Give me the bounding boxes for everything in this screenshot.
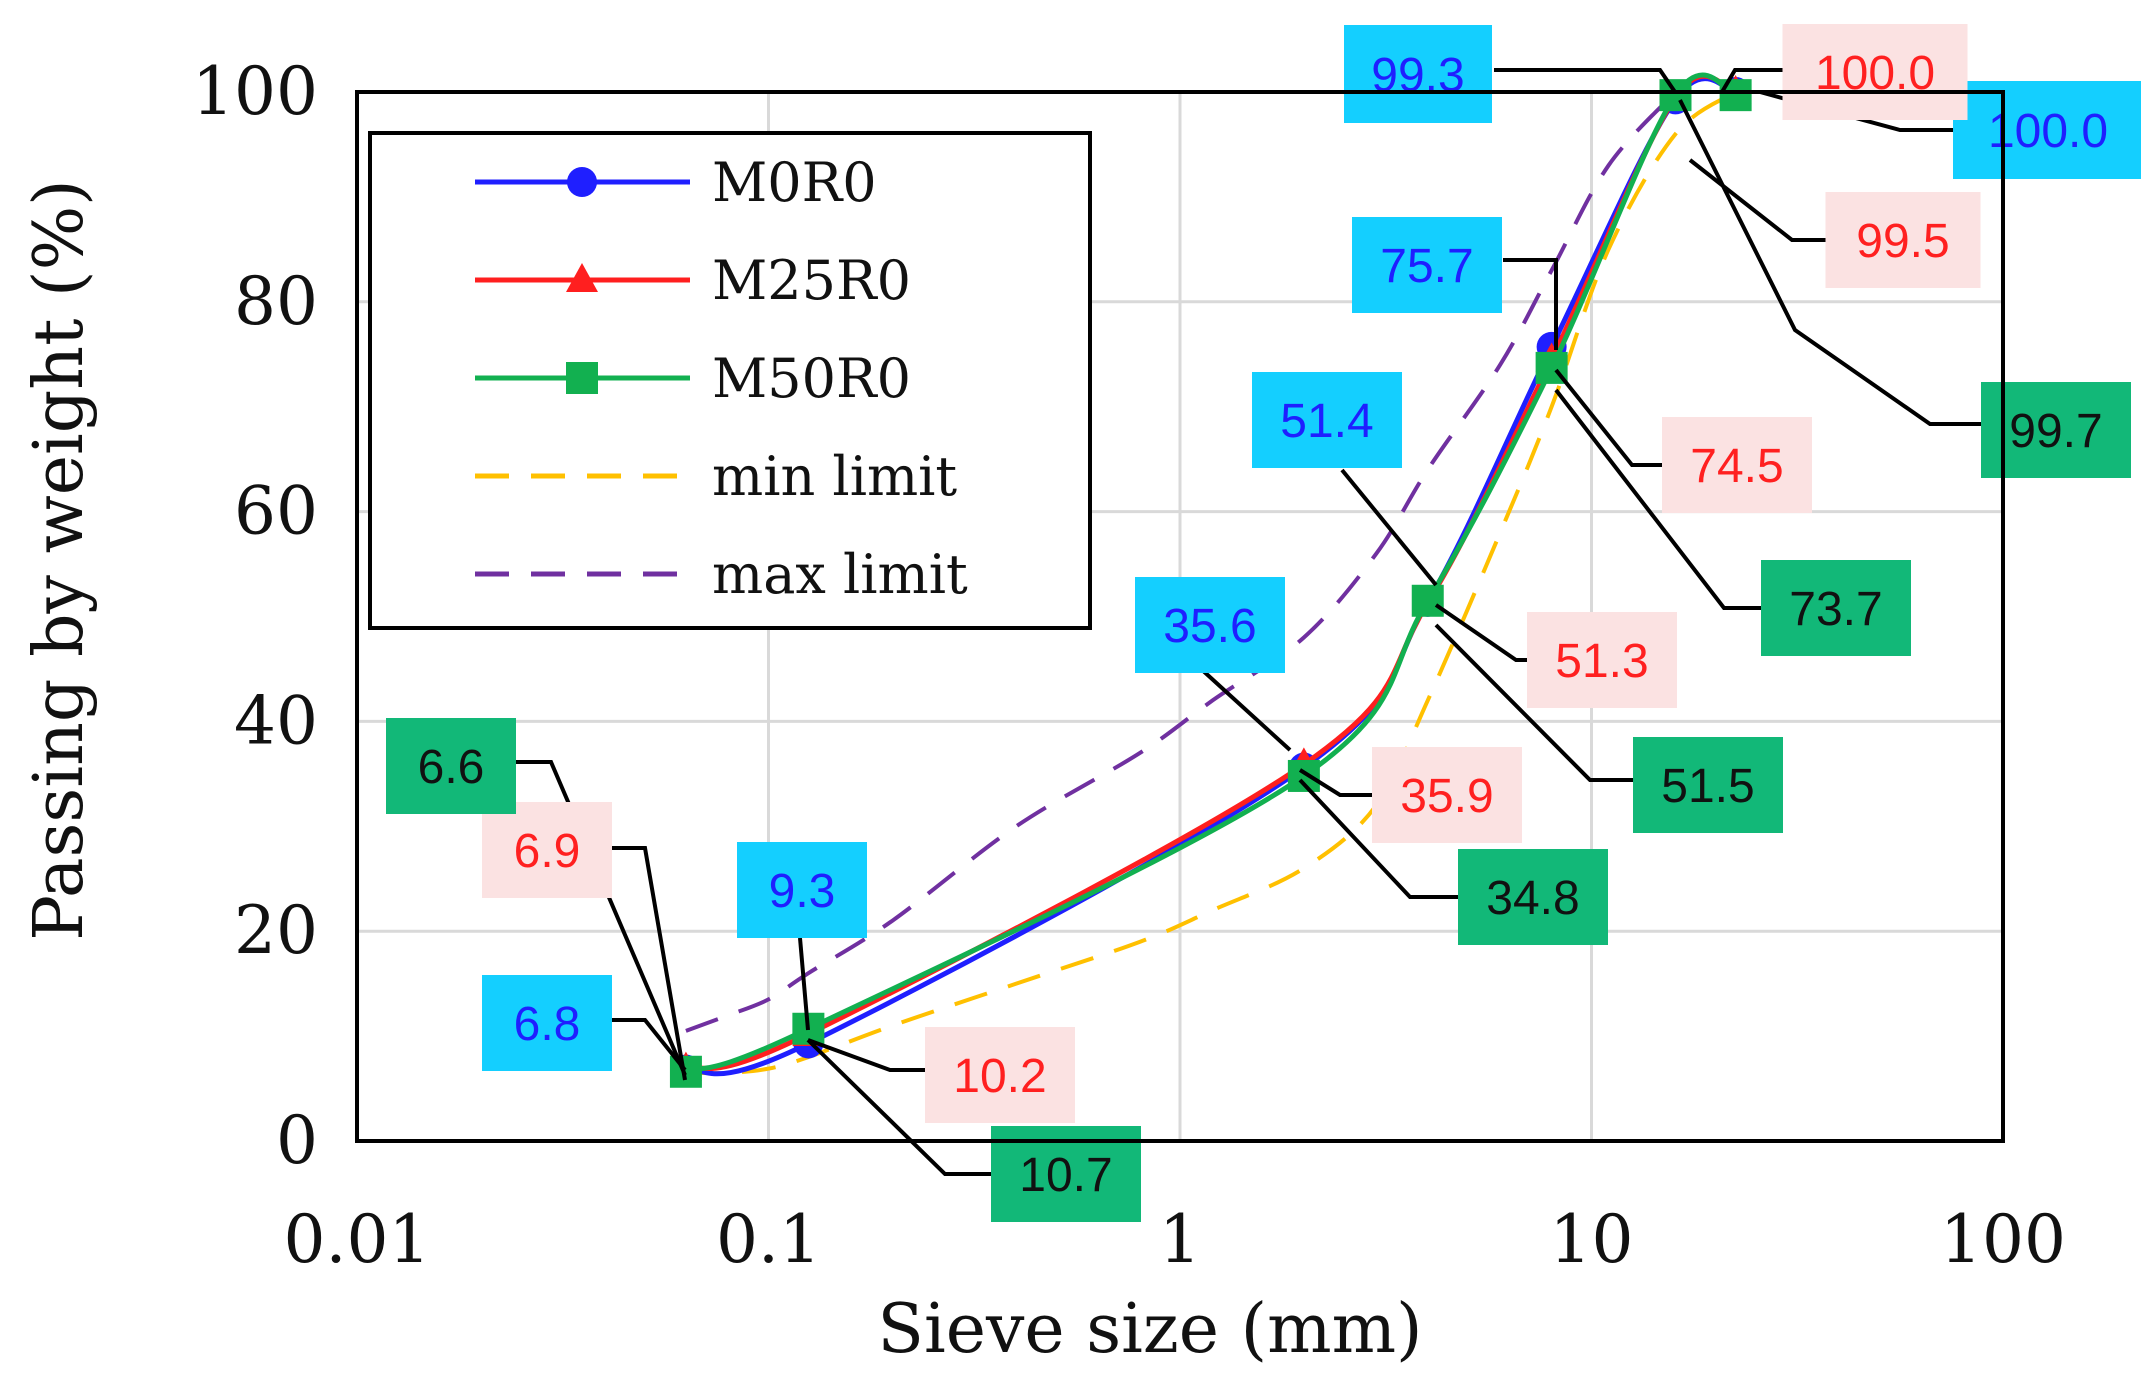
x-axis-title: Sieve size (mm) — [877, 1290, 1422, 1369]
marker-m50r0 — [669, 1055, 702, 1088]
data-label: 75.7 — [1380, 240, 1473, 293]
leader-line — [1554, 388, 1761, 610]
legend-label-min-limit: min limit — [712, 445, 957, 508]
y-tick-label: 60 — [234, 473, 318, 550]
x-tick-label: 0.1 — [716, 1201, 821, 1278]
data-label: 51.5 — [1661, 760, 1754, 813]
y-axis-title: Passing by weight (%) — [20, 179, 99, 940]
leader-line — [807, 1038, 925, 1072]
data-label-box — [737, 842, 867, 938]
data-label: 99.7 — [2009, 405, 2102, 458]
marker-m50r0 — [1287, 759, 1320, 792]
series-line-m50r0 — [685, 72, 1737, 1075]
data-label: 35.9 — [1400, 770, 1493, 823]
data-label-box — [1761, 560, 1911, 656]
marker-m50r0 — [1719, 79, 1752, 112]
data-label-box — [1953, 81, 2141, 179]
tick-label-layer: 0 20 40 60 80 100 0.01 0.1 1 10 100 — [192, 53, 2066, 1278]
data-label-box — [1458, 849, 1608, 945]
data-label-layer: 99.3100.075.751.435.69.36.8100.099.574.5… — [386, 24, 2141, 1222]
legend-label-m50r0: M50R0 — [712, 347, 911, 410]
leader-line — [1298, 778, 1458, 899]
plot-area-frame — [355, 90, 2005, 1143]
data-label: 51.3 — [1555, 635, 1648, 688]
legend: M0R0 M25R0 M50R0 min limit max limit — [368, 131, 1092, 630]
data-label-box — [1372, 747, 1522, 843]
y-tick-label: 0 — [276, 1102, 318, 1179]
leader-line — [1688, 158, 1826, 242]
leader-line — [612, 1018, 687, 1072]
x-tick-label: 100 — [1940, 1201, 2066, 1278]
y-tick-label: 20 — [234, 892, 318, 969]
leader-line — [806, 1038, 991, 1176]
leader-line — [1198, 666, 1292, 752]
marker-m50r0 — [1659, 79, 1692, 112]
data-label-box — [925, 1027, 1075, 1123]
x-tick-label: 0.01 — [284, 1201, 431, 1278]
data-label-box — [1825, 192, 1981, 288]
data-label-box — [386, 718, 516, 814]
leader-line — [1678, 99, 1981, 426]
data-label: 9.3 — [769, 865, 836, 918]
data-label: 35.6 — [1163, 600, 1256, 653]
data-label-box — [1662, 417, 1812, 513]
leader-line-layer — [516, 68, 1981, 1176]
data-label-box — [1782, 24, 1968, 120]
leader-line — [1503, 258, 1558, 350]
data-label-box — [1135, 577, 1285, 673]
data-label-box — [1981, 382, 2131, 478]
data-label-box — [1527, 612, 1677, 708]
data-label: 51.4 — [1280, 395, 1373, 448]
data-label: 74.5 — [1690, 440, 1783, 493]
series-line-max-limit — [685, 90, 1677, 1033]
leader-line — [612, 846, 687, 1081]
leader-line — [1298, 768, 1372, 797]
legend-marker-m50r0 — [566, 362, 598, 394]
data-label-box — [482, 975, 612, 1071]
leader-line — [798, 937, 810, 1031]
data-label-box — [1633, 737, 1783, 833]
x-tick-label: 10 — [1550, 1201, 1634, 1278]
data-label: 6.8 — [514, 998, 581, 1051]
legend-label-m0r0: M0R0 — [712, 151, 877, 214]
marker-m50r0 — [1411, 584, 1444, 617]
data-label: 99.5 — [1856, 215, 1949, 268]
data-label: 100.0 — [1988, 105, 2108, 158]
data-label-box — [1352, 217, 1502, 313]
data-label: 34.8 — [1486, 872, 1579, 925]
data-label: 73.7 — [1789, 583, 1882, 636]
data-label-box — [1344, 25, 1492, 123]
legend-label-m25r0: M25R0 — [712, 249, 911, 312]
leader-line — [1340, 468, 1438, 587]
leader-line — [1434, 623, 1633, 782]
data-label: 99.3 — [1371, 49, 1464, 102]
leader-line — [1434, 603, 1527, 662]
data-label: 6.6 — [418, 741, 485, 794]
x-tick-label: 1 — [1159, 1201, 1201, 1278]
data-label-box — [1252, 372, 1402, 468]
y-tick-label: 80 — [234, 263, 318, 340]
data-label: 10.2 — [953, 1050, 1046, 1103]
leader-line — [1554, 368, 1662, 467]
data-label: 6.9 — [514, 825, 581, 878]
y-tick-label: 40 — [234, 682, 318, 759]
data-label-box — [482, 802, 612, 898]
data-label: 10.7 — [1019, 1149, 1112, 1202]
legend-label-max-limit: max limit — [712, 543, 968, 606]
leader-line — [1494, 68, 1677, 94]
legend-marker-m0r0 — [567, 167, 597, 197]
leader-line — [1720, 68, 1783, 94]
y-tick-label: 100 — [192, 53, 318, 130]
leader-line — [516, 760, 687, 1076]
legend-marker-m25r0 — [566, 263, 598, 292]
